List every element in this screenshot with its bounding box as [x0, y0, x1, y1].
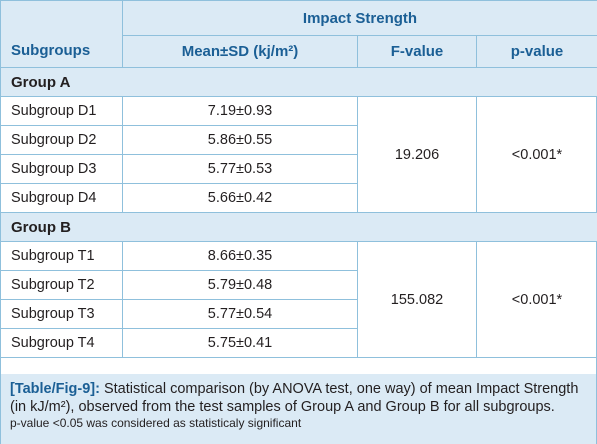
mean-sd-value: 8.66±0.35 — [122, 241, 358, 271]
header-f-value: F-value — [357, 35, 477, 68]
header-p-value: p-value — [475, 35, 597, 68]
mean-sd-value: 5.79±0.48 — [122, 270, 358, 300]
caption-label: [Table/Fig-9]: — [10, 381, 100, 397]
anova-table: Subgroups Impact Strength Mean±SD (kj/m²… — [0, 0, 597, 358]
f-value-group-b: 155.082 — [357, 241, 477, 358]
header-mean-sd: Mean±SD (kj/m²) — [122, 35, 358, 68]
p-value-group-a: <0.001* — [475, 96, 597, 213]
group-b-heading: Group B — [0, 212, 597, 242]
caption-note: p-value <0.05 was considered as statisti… — [10, 416, 302, 430]
subgroup-name: Subgroup T1 — [0, 241, 123, 271]
header-impact-strength: Impact Strength — [121, 0, 597, 36]
caption-text: Statistical comparison (by ANOVA test, o… — [10, 381, 579, 415]
subgroup-name: Subgroup D2 — [0, 125, 123, 155]
p-value-group-b: <0.001* — [475, 241, 597, 358]
subgroup-name: Subgroup T2 — [0, 270, 123, 300]
header-subgroups: Subgroups — [0, 0, 123, 68]
subgroup-name: Subgroup T3 — [0, 299, 123, 329]
subgroup-name: Subgroup D1 — [0, 96, 123, 126]
subgroup-name: Subgroup D4 — [0, 183, 123, 213]
f-value-group-a: 19.206 — [357, 96, 477, 213]
mean-sd-value: 5.77±0.53 — [122, 154, 358, 184]
mean-sd-value: 5.77±0.54 — [122, 299, 358, 329]
table-caption: [Table/Fig-9]: Statistical comparison (b… — [1, 374, 596, 444]
subgroup-name: Subgroup D3 — [0, 154, 123, 184]
mean-sd-value: 5.75±0.41 — [122, 328, 358, 358]
subgroup-name: Subgroup T4 — [0, 328, 123, 358]
mean-sd-value: 5.86±0.55 — [122, 125, 358, 155]
mean-sd-value: 5.66±0.42 — [122, 183, 358, 213]
mean-sd-value: 7.19±0.93 — [122, 96, 358, 126]
group-a-heading: Group A — [0, 67, 597, 97]
